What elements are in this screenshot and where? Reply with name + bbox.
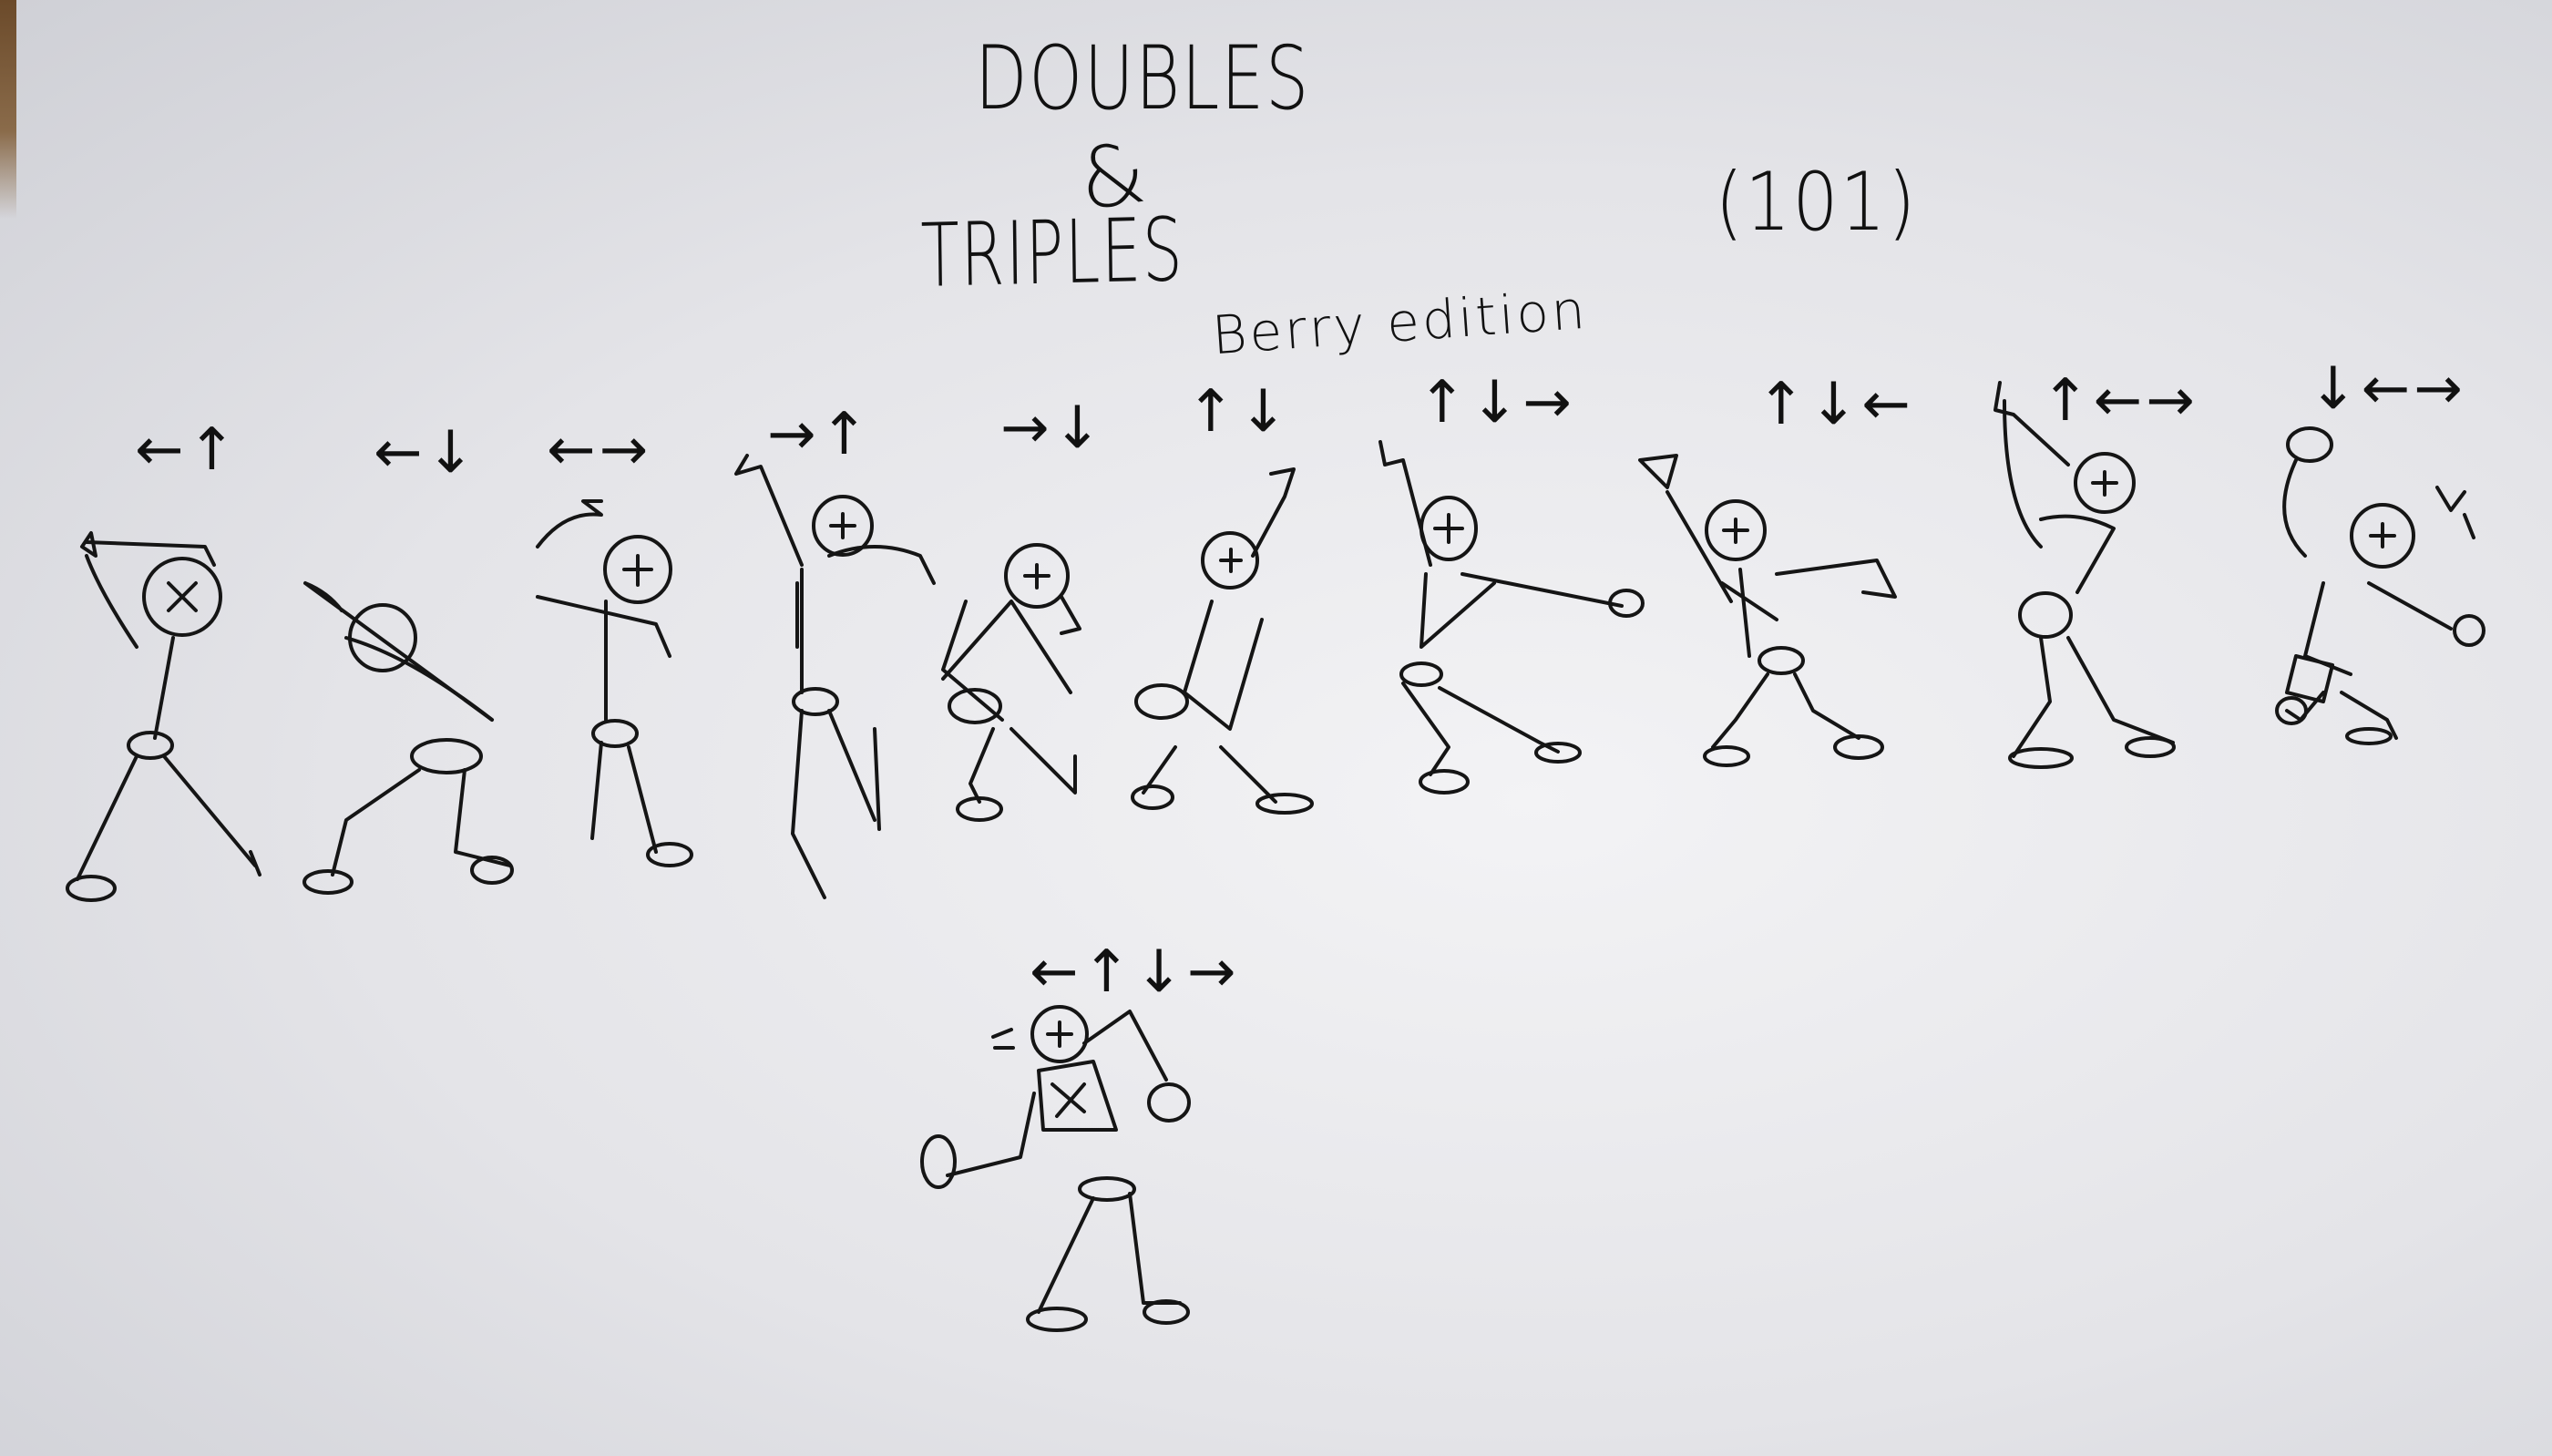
pose-counter: (101) [1715,155,1918,249]
pose-1-arrows: ←↑ [135,416,241,484]
stick-figure-8 [1638,454,1897,767]
pose-4-arrows: →↑ [767,401,873,468]
pose-11-arrows: ←↑↓→ [1030,938,1240,1006]
pose-5-arrows: →↓ [1000,395,1106,462]
title-line-1: DOUBLES [975,27,1310,129]
stick-figure-2 [302,581,514,895]
stick-figure-11 [920,1005,1191,1332]
pose-6-arrows: ↑↓ [1186,378,1292,446]
stick-figure-5 [941,543,1081,822]
table-edge [0,0,16,219]
stick-figure-6 [1131,467,1314,815]
pose-9-arrows: ↑←→ [2041,367,2198,435]
pose-2-arrows: ←↓ [374,419,479,487]
pose-8-arrows: ↑↓← [1757,371,1914,438]
stick-figure-1 [66,531,261,902]
stick-figure-7 [1378,440,1645,795]
stick-figure-9 [1993,381,2176,769]
stick-figure-3 [536,499,693,867]
pose-3-arrows: ←→ [547,416,652,484]
stick-figure-4 [734,454,936,899]
pose-7-arrows: ↑↓→ [1418,369,1575,436]
pose-10-arrows: ↓←→ [2309,355,2466,423]
stick-figure-10 [2275,426,2485,745]
